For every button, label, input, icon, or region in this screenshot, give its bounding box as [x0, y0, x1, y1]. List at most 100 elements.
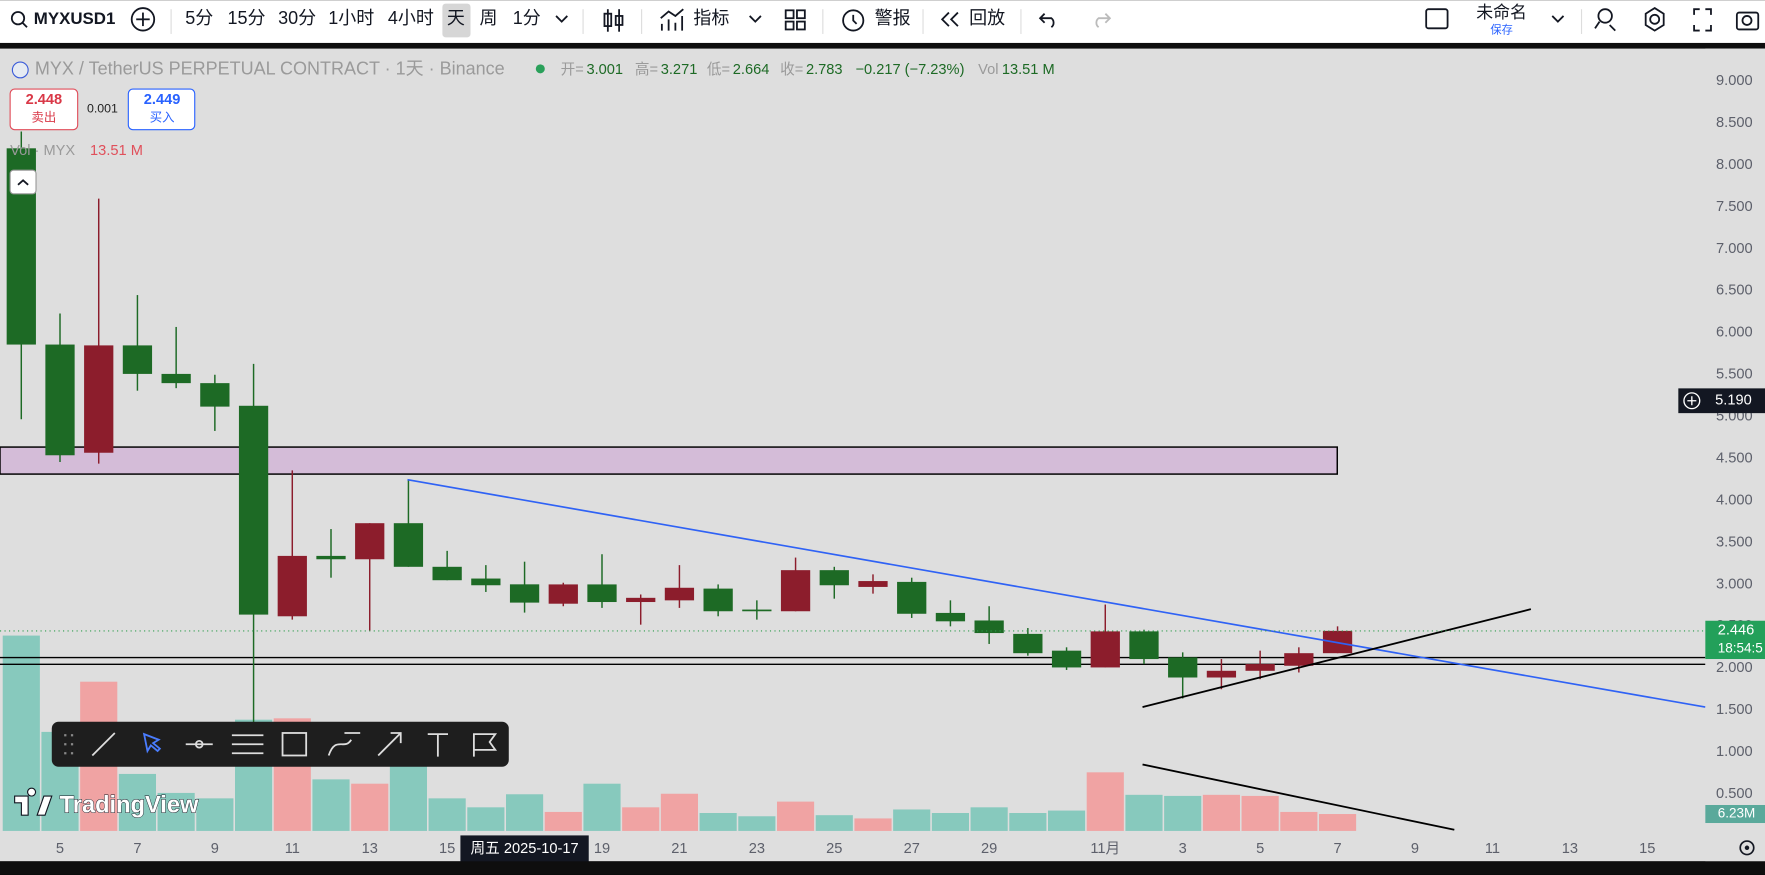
volume-bar [931, 813, 969, 831]
redo[interactable] [1095, 13, 1112, 28]
x-tick-label: 15 [439, 841, 455, 857]
add-order-icon [1687, 396, 1697, 406]
candle-body [935, 612, 966, 622]
trend-line[interactable] [1142, 763, 1455, 831]
last-volume-badge [1705, 805, 1765, 824]
candle-body [277, 555, 307, 617]
quick-search[interactable] [1594, 8, 1616, 32]
x-tick-label: 21 [671, 841, 687, 857]
interval[interactable]: 1分 [513, 8, 541, 28]
alert[interactable]: 警报 [875, 8, 911, 28]
settings[interactable] [1644, 7, 1665, 32]
volume-bar [505, 794, 544, 831]
undo[interactable] [1038, 13, 1055, 28]
replay-icon[interactable] [940, 11, 959, 27]
replay[interactable]: 回放 [969, 8, 1005, 28]
market-status [535, 64, 545, 74]
interval[interactable]: 周 [480, 8, 498, 28]
drawing-toolbar [51, 721, 509, 767]
brush-tool[interactable] [327, 732, 361, 756]
toggle-panel[interactable] [1425, 8, 1449, 30]
volume-bar [467, 807, 505, 831]
sell-price[interactable]: 2.448 [26, 92, 63, 108]
alert-icon[interactable] [842, 9, 865, 32]
add-symbol[interactable] [130, 7, 156, 32]
layout-name[interactable]: 未命名 [1476, 3, 1527, 22]
zone-rectangle[interactable] [0, 446, 1338, 475]
candle-body [703, 588, 733, 612]
y-tick-label: 1.500 [1716, 702, 1753, 718]
candle-body [1129, 631, 1159, 660]
trend-line[interactable] [1142, 608, 1532, 708]
interval-menu[interactable] [555, 15, 568, 23]
indicators-menu[interactable] [749, 15, 762, 23]
y-tick-label: 2.000 [1716, 660, 1753, 676]
candle-body [780, 570, 811, 612]
buy-label[interactable]: 买入 [150, 111, 175, 125]
buy-button[interactable]: 2.449 买入 [127, 88, 196, 131]
x-tick-label: 25 [826, 841, 842, 857]
candle-body [161, 373, 191, 384]
candle-body [1051, 650, 1082, 668]
collapse-button[interactable] [9, 169, 37, 195]
fullscreen[interactable] [1693, 8, 1712, 32]
indicators[interactable]: 指标 [693, 8, 729, 28]
legend-open: 3.001 [586, 62, 623, 78]
interval[interactable]: 15分 [227, 8, 265, 28]
candle-body [45, 344, 75, 456]
legend-close-label: 收= [780, 61, 803, 78]
countdown: 18:54:5 [1718, 640, 1763, 655]
sell-button[interactable]: 2.448 卖出 [9, 88, 79, 131]
snapshot[interactable] [1735, 11, 1760, 31]
indicators-icon[interactable] [660, 8, 684, 31]
candle-body [509, 584, 540, 603]
candle-body [200, 383, 230, 407]
layout-menu[interactable] [1551, 15, 1565, 23]
volume-bar [970, 807, 1008, 831]
trend-line[interactable] [407, 478, 1706, 708]
flag-tool[interactable] [472, 733, 498, 757]
candle-body [587, 584, 617, 603]
rectangle-tool[interactable] [281, 732, 308, 757]
volume-bar [118, 773, 157, 831]
layouts[interactable] [784, 9, 806, 31]
add-order-button[interactable] [1683, 392, 1701, 410]
candle-body [122, 345, 153, 374]
fib-tool[interactable] [231, 734, 264, 755]
candle-body [355, 523, 385, 560]
volume-bar [351, 783, 389, 831]
tradingview-logo: TradingView [14, 787, 199, 819]
cursor-tool[interactable] [142, 732, 162, 754]
volume-bar [776, 801, 815, 831]
interval[interactable]: 30分 [278, 8, 316, 28]
crosshair-price: 5.190 [1715, 393, 1752, 409]
y-tick-label: 6.500 [1716, 283, 1753, 299]
axis-settings[interactable] [1739, 840, 1755, 856]
y-tick-label: 6.000 [1716, 325, 1753, 341]
sell-label[interactable]: 卖出 [32, 111, 57, 125]
crosshair-date-badge [460, 835, 589, 863]
trend-line-tool[interactable] [91, 732, 116, 757]
volume-bar [1318, 814, 1357, 831]
interval[interactable]: 5分 [185, 8, 213, 28]
volume-bar [1009, 813, 1047, 831]
x-tick-label: 5 [56, 841, 64, 857]
buy-price[interactable]: 2.449 [144, 92, 181, 108]
y-tick-label: 3.500 [1716, 534, 1753, 550]
volume-bar [157, 792, 195, 831]
candle-body [1090, 631, 1120, 668]
y-tick-label: 8.000 [1716, 157, 1753, 173]
candle-body [974, 620, 1004, 634]
interval[interactable]: 天 [447, 8, 465, 28]
arrow-tool[interactable] [377, 732, 402, 757]
symbol-search[interactable]: MYXUSD1 [10, 9, 116, 28]
candle-body [1013, 633, 1043, 654]
text-tool[interactable] [427, 733, 449, 757]
chart-type[interactable] [603, 9, 624, 32]
symbol[interactable]: MYXUSD1 [34, 9, 116, 28]
interval[interactable]: 1小时 [328, 8, 374, 28]
x-tick-label: 11月 [1090, 841, 1120, 857]
interval[interactable]: 4小时 [388, 8, 434, 28]
candle-body [897, 581, 927, 614]
horizontal-tool[interactable] [185, 739, 213, 749]
